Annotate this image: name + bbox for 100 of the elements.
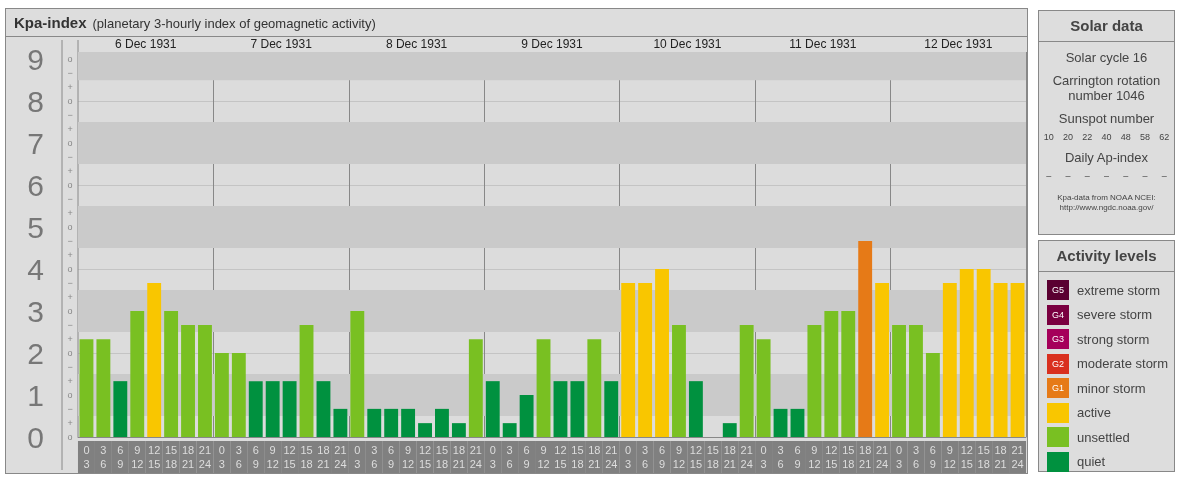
x-tick-label: 9 12	[672, 444, 686, 470]
color-swatch: G1	[1047, 378, 1069, 399]
bar	[824, 311, 839, 437]
text: – – – – – – –	[1046, 171, 1167, 181]
legend-label: unsettled	[1077, 429, 1130, 445]
legend-title: Activity levels	[1039, 241, 1174, 272]
x-tick-label: 15 18	[706, 444, 719, 470]
x-tick-label: 15 18	[977, 444, 990, 470]
text: −	[67, 110, 73, 121]
x-tick-label: 15 18	[571, 444, 584, 470]
text: 8 Dec 1931	[385, 37, 448, 51]
bar	[722, 423, 737, 437]
x-tick-label: 18 21	[588, 444, 601, 470]
x-tick-label: 15 18	[164, 444, 178, 470]
text: o	[67, 222, 73, 233]
y-tick-label: 6	[27, 168, 44, 202]
text: minor storm	[1077, 380, 1146, 396]
x-tick-label: 6 9	[794, 444, 801, 470]
bar	[553, 381, 568, 437]
chart-subtitle: (planetary 3-hourly index of geomagnetic activity)	[92, 16, 376, 31]
bar	[198, 324, 212, 437]
bar	[181, 324, 195, 437]
y-tick-label: 9	[27, 42, 44, 76]
text: o	[67, 390, 73, 401]
text: severe storm	[1077, 307, 1153, 323]
text: o	[67, 306, 73, 317]
text: +	[67, 418, 73, 429]
text: +	[67, 334, 73, 345]
x-tick-label: 18 21	[452, 444, 466, 470]
bar	[248, 381, 263, 437]
bar	[333, 408, 348, 437]
x-tick-label: 12 15	[960, 444, 973, 470]
text: 10 Dec 1931	[653, 37, 722, 51]
x-tick-label: 0 3	[354, 444, 361, 470]
y-tick-label: 4	[27, 252, 44, 286]
x-tick-label: 9 12	[266, 444, 279, 470]
bar	[672, 324, 686, 437]
bar	[976, 269, 991, 437]
x-tick-label: 3 6	[100, 444, 107, 470]
bar	[1010, 282, 1025, 437]
color-swatch: G2	[1047, 353, 1069, 374]
text: 6 Dec 1931	[115, 37, 177, 51]
text: o	[67, 348, 73, 359]
bar	[892, 324, 906, 437]
x-tick-label: 12 15	[554, 444, 567, 470]
x-tick-label: 9 12	[808, 444, 821, 470]
y-tick-label: 5	[27, 210, 44, 244]
bar	[519, 395, 534, 437]
bar	[858, 240, 873, 437]
bar	[96, 339, 111, 437]
x-tick-label: 12 15	[418, 444, 432, 470]
text: Carrington rotation number 1046	[1051, 73, 1162, 103]
text: o	[67, 54, 73, 65]
y-tick-label: 3	[27, 294, 44, 328]
bar	[367, 408, 382, 437]
text: +	[67, 82, 73, 93]
bar	[638, 282, 653, 437]
bar	[384, 408, 399, 437]
color-swatch: G3	[1047, 329, 1069, 350]
x-tick-label: 21 24	[740, 444, 753, 470]
text: strong storm	[1077, 331, 1150, 347]
x-tick-label: 6 9	[658, 444, 666, 470]
x-tick-label: 0 3	[218, 444, 225, 470]
x-tick-label: 18 21	[181, 444, 195, 470]
text: 9 Dec 1931	[521, 37, 584, 51]
text: +	[67, 292, 73, 303]
x-tick-label: 21 24	[334, 444, 347, 470]
bar	[502, 423, 517, 437]
bar	[587, 339, 602, 437]
x-tick-label: 6 9	[523, 444, 530, 470]
text: −	[67, 194, 73, 205]
bar	[739, 324, 754, 437]
x-tick-label: 18 21	[859, 444, 872, 470]
bar	[265, 381, 280, 437]
bar	[570, 381, 585, 437]
y-tick-label: 8	[27, 84, 44, 118]
text: Daily Ap-index	[1063, 150, 1150, 165]
text: +	[67, 250, 73, 261]
x-tick-label: 21 24	[605, 444, 618, 470]
x-tick-label: 3 6	[777, 444, 784, 470]
text: 7 Dec 1931	[250, 37, 313, 51]
bar	[790, 408, 805, 437]
bar	[147, 282, 162, 437]
text: +	[67, 166, 73, 177]
bar	[231, 353, 246, 437]
x-tick-label: 21 24	[1011, 444, 1024, 470]
text: −	[67, 278, 73, 289]
y-tick-label: 2	[27, 336, 44, 370]
x-tick-label: 21 24	[198, 444, 212, 470]
bar	[282, 381, 297, 437]
x-tick-label: 3 6	[912, 444, 920, 470]
x-tick-label: 3 6	[371, 444, 378, 470]
x-tick-label: 0 3	[895, 444, 903, 470]
text: −	[67, 320, 73, 331]
y-tick-label: 0	[27, 420, 44, 454]
x-tick-label: 12 15	[689, 444, 703, 470]
text: extreme storm	[1077, 282, 1161, 298]
x-tick-label: 15 18	[842, 444, 855, 470]
text: o	[67, 180, 73, 191]
x-tick-label: 0 3	[489, 444, 496, 470]
